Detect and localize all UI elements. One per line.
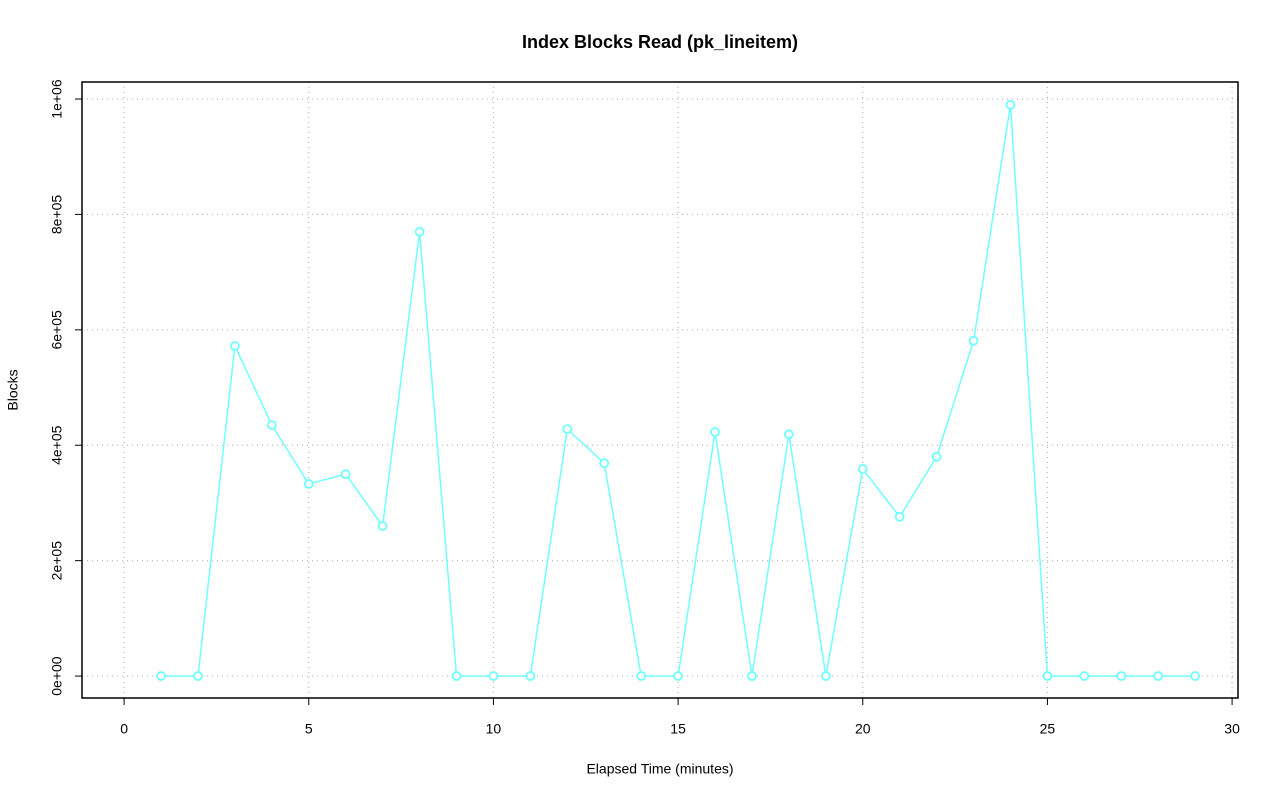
point	[1079, 671, 1090, 681]
y-tick-label: 1e+06	[49, 79, 65, 119]
point	[230, 341, 240, 351]
y-tick-label: 6e+05	[49, 310, 65, 350]
point	[1116, 671, 1127, 681]
point	[599, 458, 610, 469]
point	[266, 420, 277, 430]
point	[340, 469, 351, 480]
y-tick-label: 2e+05	[49, 541, 65, 581]
x-tick-label: 10	[486, 721, 502, 737]
point	[488, 671, 499, 681]
plot-frame	[81, 81, 1239, 699]
point	[156, 671, 166, 681]
point	[193, 671, 203, 681]
x-axis-label: Elapsed Time (minutes)	[586, 761, 733, 777]
chart-title: Index Blocks Read (pk_lineitem)	[522, 32, 798, 52]
x-tick-label: 0	[120, 721, 128, 737]
y-tick-label: 8e+05	[49, 195, 65, 235]
y-tick-label: 0e+00	[49, 656, 65, 696]
point	[1190, 671, 1201, 681]
point	[414, 226, 425, 237]
point	[783, 429, 794, 440]
x-tick-label: 15	[670, 721, 686, 737]
point	[710, 427, 720, 437]
point	[303, 479, 314, 489]
y-tick-label: 4e+05	[49, 425, 65, 465]
point	[931, 451, 942, 462]
point	[673, 671, 683, 681]
x-tick-label: 25	[1040, 721, 1056, 737]
point	[1153, 671, 1164, 681]
point	[377, 521, 388, 531]
point	[525, 671, 536, 681]
point	[894, 511, 905, 522]
point	[1005, 99, 1016, 110]
x-tick-label: 30	[1224, 721, 1240, 737]
point	[1042, 671, 1053, 681]
point	[562, 424, 573, 434]
point	[636, 671, 647, 681]
point	[451, 671, 462, 681]
y-axis-label: Blocks	[5, 369, 21, 410]
x-tick-label: 5	[305, 721, 313, 737]
point	[747, 671, 757, 681]
point	[968, 335, 979, 346]
point	[820, 671, 831, 681]
x-tick-label: 20	[855, 721, 871, 737]
point	[857, 464, 868, 474]
